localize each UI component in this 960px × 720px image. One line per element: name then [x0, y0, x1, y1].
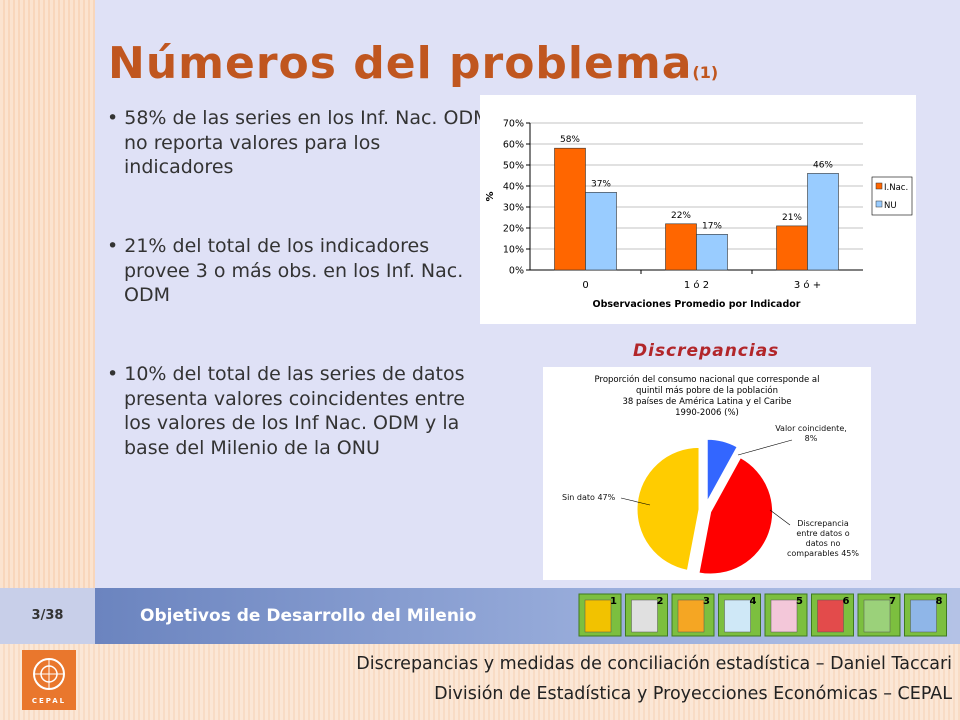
goal-icon-inner [584, 599, 612, 633]
value-label: 17% [702, 221, 722, 231]
leader-line [769, 509, 791, 526]
leader-line [737, 439, 793, 456]
logo-text: CEPAL [31, 697, 67, 705]
pie-slice [706, 438, 738, 502]
footer-line: Discrepancias y medidas de conciliación … [356, 654, 952, 674]
goal-number: 7 [889, 596, 896, 607]
y-tick-label: 40% [503, 182, 524, 193]
y-axis-label: % [485, 191, 496, 201]
leader-line [620, 497, 651, 506]
goal-number: 4 [750, 596, 757, 607]
goal-icon-inner [817, 599, 844, 633]
goal-number: 2 [657, 596, 664, 607]
footer-line: División de Estadística y Proyecciones E… [434, 684, 952, 704]
value-label: 58% [560, 135, 580, 145]
goal-number: 6 [843, 596, 850, 607]
left-strip [0, 0, 95, 588]
pie-label: Discrepancia entre datos o datos no comp… [787, 519, 859, 558]
y-tick-label: 30% [503, 203, 524, 214]
y-tick-label: 70% [503, 119, 524, 130]
title-text: Números del problema [108, 38, 693, 89]
pie-slice [698, 457, 774, 575]
y-tick-label: 20% [503, 224, 524, 235]
x-tick-label: 3 ó + [794, 279, 821, 291]
goal-icon-inner [863, 599, 891, 633]
pie-label: Sin dato 47% [562, 493, 616, 502]
pie-title: 1990-2006 (%) [675, 408, 739, 418]
legend-label: I.Nac. [884, 183, 908, 193]
bullet-text: 58% de las series en los Inf. Nac. ODM n… [124, 107, 490, 178]
legend-swatch [875, 182, 883, 190]
bar [554, 147, 586, 271]
goal-icon-inner [631, 599, 658, 633]
y-tick-label: 50% [503, 161, 524, 172]
x-tick-label: 0 [582, 280, 588, 291]
legend-swatch [875, 200, 883, 208]
pie-title: quintil más pobre de la población [636, 385, 778, 396]
bar [696, 234, 728, 271]
bullet: • 10% del total de las series de datos p… [107, 363, 465, 459]
goal-icons: 1 2 3 4 5 6 7 8 [578, 593, 947, 637]
slide-title: Números del problema(1) [108, 38, 718, 89]
value-label: 21% [782, 213, 802, 223]
y-tick-label: 60% [503, 140, 524, 151]
goal-number: 1 [610, 596, 617, 607]
y-tick-label: 10% [503, 245, 524, 256]
bullet: • 58% de las series en los Inf. Nac. ODM… [107, 107, 490, 178]
goal-number: 3 [703, 596, 710, 607]
bullet: • 21% del total de los indicadores prove… [107, 235, 464, 306]
bar [665, 223, 697, 271]
bullet-text: 21% del total de los indicadores provee … [124, 235, 464, 306]
pie-label: Valor coincidente, 8% [775, 424, 847, 443]
value-label: 37% [591, 179, 611, 189]
y-tick-label: 0% [509, 266, 524, 277]
goal-icon-inner [677, 599, 705, 633]
bar [776, 225, 808, 271]
x-tick-label: 1 ó 2 [684, 279, 709, 291]
title-suffix: (1) [692, 63, 719, 82]
pie-slice [636, 446, 700, 571]
legend-label: NU [884, 201, 897, 211]
goal-icon-inner [910, 599, 937, 633]
logo-emblem [33, 658, 65, 690]
goal-number: 8 [936, 596, 943, 607]
pie-heading: Discrepancias [633, 341, 780, 361]
bar [585, 192, 617, 271]
goal-icon-inner [724, 599, 751, 633]
x-axis-label: Observaciones Promedio por Indicador [593, 299, 801, 310]
pie-title: 38 países de América Latina y el Caribe [623, 396, 792, 407]
value-label: 22% [671, 211, 691, 221]
goal-icon-inner [770, 599, 798, 633]
band-title: Objetivos de Desarrollo del Milenio [140, 606, 477, 626]
pie-title: Proporción del consumo nacional que corr… [595, 374, 820, 385]
logo [22, 650, 76, 710]
bar [807, 173, 839, 271]
value-label: 46% [813, 160, 833, 170]
page-number: 3/38 [0, 588, 95, 644]
bullet-text: 10% del total de las series de datos pre… [124, 363, 465, 459]
bar-chart-box [480, 95, 916, 324]
footer-bottom [0, 644, 960, 720]
goal-number: 5 [796, 596, 803, 607]
